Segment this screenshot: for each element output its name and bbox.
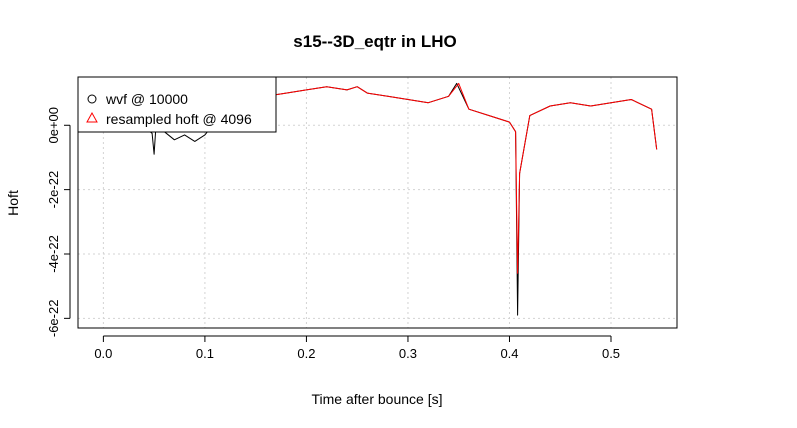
legend-label-hoft: resampled hoft @ 4096 — [106, 111, 252, 127]
y-tick-label-3: 0e+00 — [46, 107, 61, 144]
x-tick-label-1: 0.1 — [196, 346, 214, 361]
y-tick-label-1: -4e-22 — [46, 235, 61, 273]
x-tick-label-0: 0.0 — [94, 346, 112, 361]
legend-marker-wvf — [87, 94, 97, 104]
legend-marker-hoft — [86, 111, 98, 123]
y-tick-label-0: -6e-22 — [46, 300, 61, 338]
series-line-1 — [214, 82, 658, 274]
x-axis: 0.0 0.1 0.2 0.3 0.4 0.5 — [94, 335, 620, 361]
y-axis-label: Hoft — [5, 190, 21, 216]
x-tick-label-3: 0.3 — [399, 346, 417, 361]
x-tick-label-4: 0.4 — [500, 346, 518, 361]
y-tick-label-2: -2e-22 — [46, 171, 61, 209]
legend-box — [77, 76, 277, 133]
legend-label-wvf: wvf @ 10000 — [105, 91, 188, 107]
series-layer — [103, 82, 658, 316]
x-tick-label-5: 0.5 — [602, 346, 620, 361]
legend: wvf @ 10000 resampled hoft @ 4096 — [77, 76, 277, 133]
chart-title: s15--3D_eqtr in LHO — [293, 32, 456, 51]
y-axis: -6e-22 -4e-22 -2e-22 0e+00 — [46, 107, 71, 338]
x-tick-label-2: 0.2 — [297, 346, 315, 361]
plot-frame — [77, 76, 678, 329]
x-axis-label: Time after bounce [s] — [312, 391, 443, 407]
